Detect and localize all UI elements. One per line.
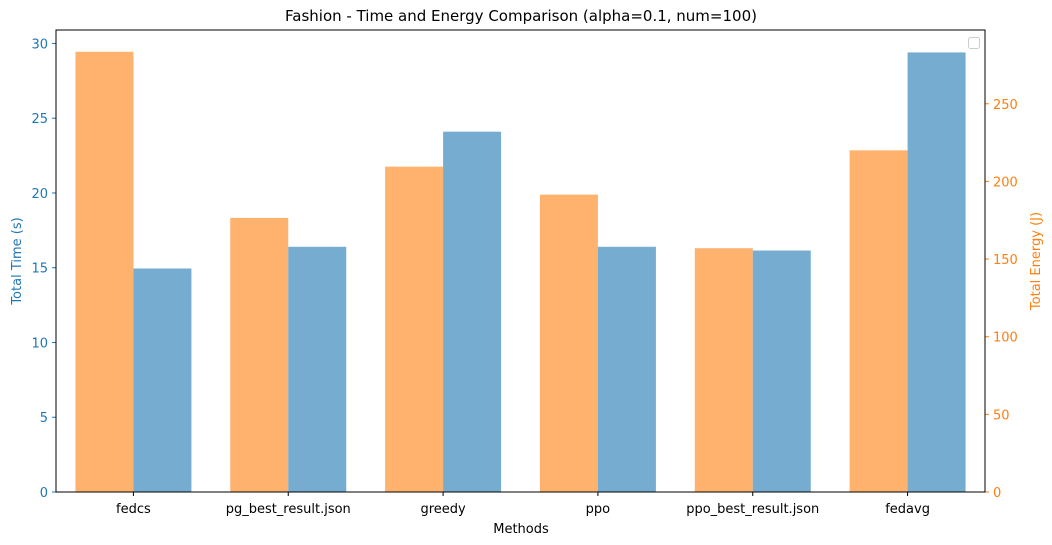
y-right-tick-label: 150 — [993, 253, 1018, 268]
bars-layer — [75, 51, 966, 493]
energy-bar-pg_best_result.json — [230, 217, 289, 492]
time-bar-fedcs — [133, 268, 192, 492]
time-bar-greedy — [443, 131, 502, 492]
energy-bar-fedcs — [75, 51, 134, 492]
y-left-tick-label: 25 — [31, 112, 48, 127]
y-right-tick-label: 0 — [993, 486, 1001, 501]
x-tick-label: ppo_best_result.json — [686, 502, 819, 517]
energy-bar-ppo — [539, 194, 598, 493]
y-left-tick-label: 30 — [31, 37, 48, 52]
time-bar-fedavg — [907, 52, 966, 492]
y-left-tick-label: 10 — [31, 336, 48, 351]
x-tick-label: fedcs — [116, 502, 151, 517]
y-left-tick-label: 15 — [31, 262, 48, 277]
y-left-tick-label: 5 — [40, 411, 48, 426]
time-bar-pg_best_result.json — [288, 246, 347, 492]
y-right-tick-label: 100 — [993, 331, 1018, 346]
y-axis-left-title: Total Time (s) — [10, 217, 25, 305]
y-right-tick-label: 200 — [993, 175, 1018, 190]
x-tick-label: fedavg — [885, 502, 930, 517]
time-bar-ppo_best_result.json — [752, 250, 811, 492]
y-left-tick-label: 20 — [31, 187, 48, 202]
energy-bar-ppo_best_result.json — [694, 248, 753, 492]
y-right-tick-label: 50 — [993, 408, 1010, 423]
y-axis-right-title: Total Energy (J) — [1029, 212, 1044, 311]
x-tick-label: ppo — [586, 502, 611, 517]
x-axis-title: Methods — [493, 522, 549, 537]
right-axis: 0 50 100 150 200 250 — [985, 98, 1018, 501]
left-axis: 0 5 10 15 20 25 30 — [31, 37, 56, 501]
x-tick-label: pg_best_result.json — [226, 502, 351, 517]
chart-title: Fashion - Time and Energy Comparison (al… — [285, 7, 757, 25]
energy-bar-greedy — [385, 166, 444, 493]
x-axis: fedcs pg_best_result.json greedy ppo ppo_bes… — [116, 492, 930, 517]
legend-box — [968, 37, 980, 49]
time-bar-ppo — [597, 246, 656, 492]
y-right-tick-label: 250 — [993, 98, 1018, 113]
energy-bar-fedavg — [849, 150, 908, 492]
x-tick-label: greedy — [420, 502, 466, 517]
y-left-tick-label: 0 — [40, 486, 48, 501]
plot-frame — [55, 29, 986, 493]
